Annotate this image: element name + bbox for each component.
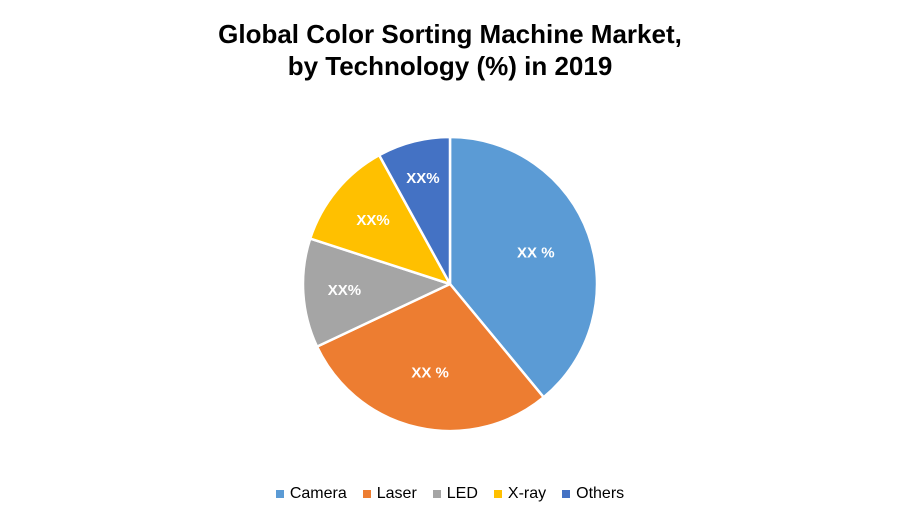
legend-label: Camera xyxy=(289,485,347,502)
legend-label: X-ray xyxy=(507,485,547,502)
legend-swatch xyxy=(432,490,441,498)
pie-slice-camera xyxy=(448,135,599,399)
legend-label: Others xyxy=(576,485,625,502)
legend-label: LED xyxy=(446,485,478,502)
legend-item-x-ray: X-ray xyxy=(493,485,547,503)
chart-title-line-2: by Technology (%) in 2019 xyxy=(287,51,613,81)
legend-swatch xyxy=(562,490,571,498)
data-label-x-ray: XX% xyxy=(356,212,389,229)
pie-slice-x-ray xyxy=(308,153,452,286)
legend-item-laser: Laser xyxy=(362,485,417,503)
chart-title: Global Color Sorting Machine Market, by … xyxy=(0,18,900,82)
legend-swatch xyxy=(493,490,502,498)
legend: Camera Laser LED X-ray Others xyxy=(0,485,900,503)
legend-item-camera: Camera xyxy=(275,485,347,503)
legend-swatch xyxy=(362,490,371,498)
data-label-others: XX% xyxy=(406,170,439,187)
pie-slice-others xyxy=(377,135,452,286)
legend-item-led: LED xyxy=(432,485,478,503)
data-label-camera: XX % xyxy=(517,245,555,262)
chart-title-line-1: Global Color Sorting Machine Market, xyxy=(218,19,682,49)
pie-slice-led xyxy=(301,237,452,348)
legend-swatch xyxy=(275,490,284,498)
legend-label: Laser xyxy=(376,485,417,502)
data-label-laser: XX % xyxy=(411,364,449,381)
legend-item-others: Others xyxy=(562,485,624,503)
data-label-led: XX% xyxy=(328,282,361,299)
